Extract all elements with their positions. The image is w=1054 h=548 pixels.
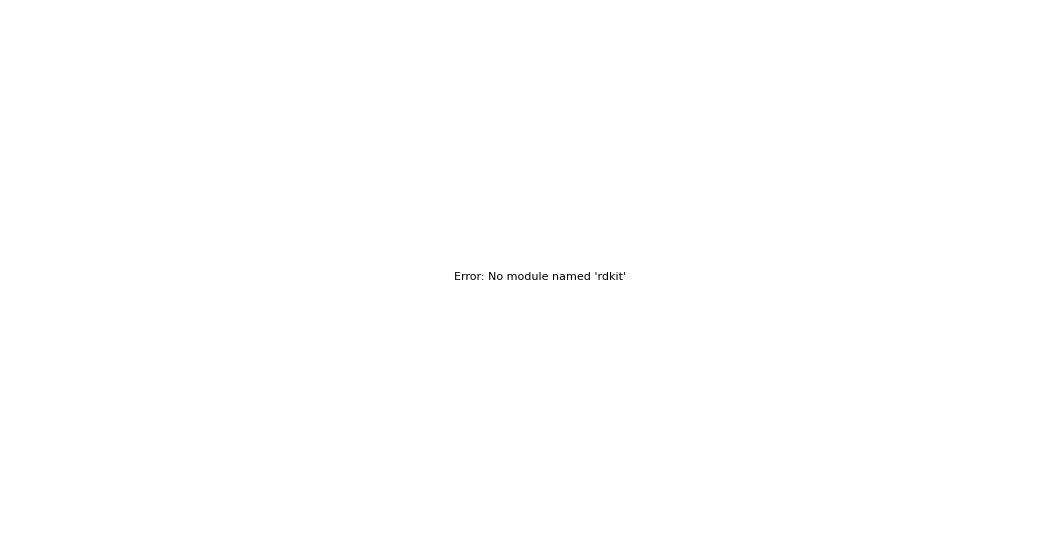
Text: Error: No module named 'rdkit': Error: No module named 'rdkit' (454, 272, 626, 282)
